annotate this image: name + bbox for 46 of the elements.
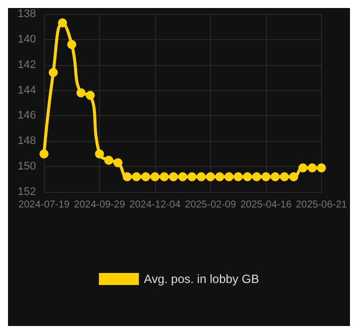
point [86,90,95,100]
legend-label: Avg. pos. in lobby GB [144,272,260,286]
x-tick-label: 2025-02-09 [184,200,236,210]
point [224,172,234,182]
point [113,158,122,168]
point [289,172,298,182]
point [104,156,114,165]
y-tick-label: 150 [18,160,36,173]
point [122,172,132,182]
point [187,172,196,182]
point [141,172,150,182]
point [242,172,252,182]
point [234,172,243,182]
y-tick-label: 140 [18,33,36,46]
x-tick-label: 2024-12-04 [129,200,181,210]
y-tick-label: 138 [18,8,36,20]
point [150,172,160,182]
point [316,163,326,172]
point [160,172,169,182]
point [196,172,206,182]
point [298,163,308,172]
point [40,149,48,158]
y-tick-label: 146 [18,110,36,122]
point [280,172,289,182]
y-tick-label: 148 [18,135,36,148]
y-tick-label: 152 [18,186,36,198]
x-tick-label: 2025-06-21 [296,200,348,210]
point [76,88,86,98]
x-tick-label: 2024-07-19 [18,200,70,210]
point [252,172,262,182]
point [168,172,178,182]
y-tick-label: 144 [18,84,36,96]
point [94,149,104,158]
x-tick-label: 2025-04-16 [240,200,292,210]
point [132,172,141,182]
point [215,172,224,182]
x-tick-label: 2024-09-29 [74,200,126,210]
point [261,172,270,182]
point [67,40,76,50]
point [58,18,67,28]
point [270,172,280,182]
y-tick-label: 142 [18,58,36,71]
point [308,163,317,172]
point [178,172,188,182]
point [48,68,58,77]
point [206,172,215,182]
